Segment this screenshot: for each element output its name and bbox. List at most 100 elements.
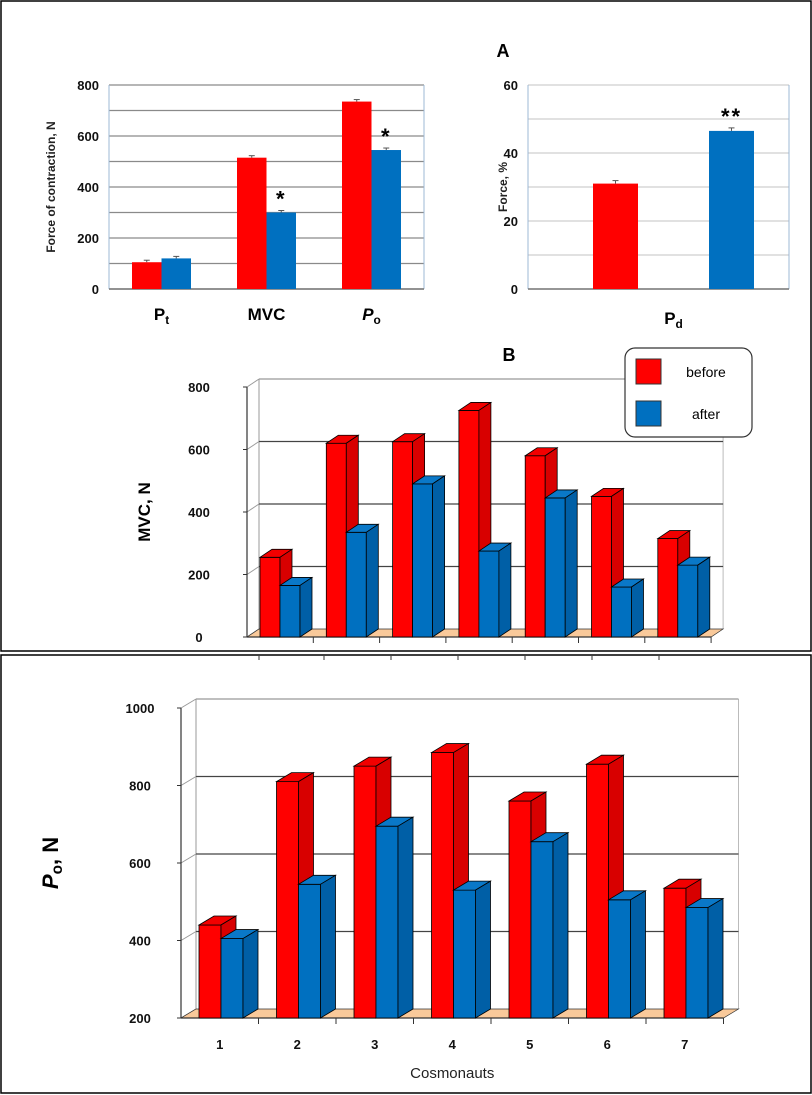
bar-front xyxy=(586,763,609,1019)
bar-side xyxy=(631,578,644,638)
bar-front xyxy=(530,841,554,1019)
y-tick-label: 800 xyxy=(129,779,151,794)
bar-front xyxy=(685,907,709,1019)
y-tick-label: 0 xyxy=(511,282,518,297)
bar-front xyxy=(431,752,454,1019)
y-tick-label: 400 xyxy=(188,505,210,520)
bar xyxy=(237,157,267,289)
bar xyxy=(342,101,372,289)
bar-front xyxy=(453,889,476,1019)
bar-front xyxy=(412,483,434,638)
grid-side xyxy=(246,503,260,513)
bar-front xyxy=(591,495,612,638)
y-tick-label: 600 xyxy=(77,129,99,144)
legend-swatch xyxy=(635,358,662,385)
y-tick-label: 400 xyxy=(77,180,99,195)
bar-side xyxy=(475,880,491,1019)
bar xyxy=(593,183,638,289)
legend-label: after xyxy=(692,406,720,422)
bar-front xyxy=(220,938,244,1019)
chart-a-force-of-contraction: 0 200 400 600 800 Pt MVC Po * * Force of contracti… xyxy=(44,78,425,327)
x-category-label: Pt xyxy=(154,305,169,327)
x-category-label: 5 xyxy=(526,1037,533,1052)
bar-side xyxy=(397,816,414,1019)
grid-side xyxy=(246,441,260,450)
y-axis-label: Po, N xyxy=(38,837,66,889)
panel-label-a: A xyxy=(497,41,510,61)
bar-side xyxy=(564,489,578,638)
bar xyxy=(266,212,296,289)
bar-side xyxy=(707,897,724,1019)
y-tick-label: 20 xyxy=(504,214,518,229)
bar xyxy=(709,130,754,289)
grid-side xyxy=(180,853,197,864)
bar-front xyxy=(276,781,299,1019)
bar-front xyxy=(353,765,377,1019)
grid-side xyxy=(180,698,197,709)
bar-side xyxy=(365,523,379,638)
bar-side xyxy=(697,556,711,638)
x-category-label: 4 xyxy=(449,1037,457,1052)
bar-front xyxy=(611,586,632,638)
bottom-panel-frame xyxy=(0,654,812,1094)
bar xyxy=(132,262,162,289)
bar-front xyxy=(608,899,631,1019)
x-category-label: Po xyxy=(362,305,381,327)
chart-b-mvc: 0 200 400 600 800 MVC, N before after xyxy=(135,347,753,645)
bar-front xyxy=(259,556,281,638)
x-category-label: MVC xyxy=(248,305,286,324)
x-category-label: Pd xyxy=(664,309,683,331)
x-category-label: 6 xyxy=(604,1037,611,1052)
bar-side xyxy=(242,928,259,1019)
bar xyxy=(161,258,191,289)
y-tick-label: 600 xyxy=(188,443,210,458)
bar-front xyxy=(375,825,399,1019)
y-tick-label: 0 xyxy=(92,282,99,297)
chart-po: 200 400 600 800 1000 1 2 3 4 5 6 7 Po, N Cosmonauts xyxy=(38,656,740,1082)
x-category-label: 2 xyxy=(294,1037,301,1052)
grid-side xyxy=(246,378,260,388)
bar-side xyxy=(498,542,512,638)
y-tick-label: 600 xyxy=(129,856,151,871)
legend-label: before xyxy=(686,364,726,380)
y-tick-label: 800 xyxy=(188,380,210,395)
x-category-label: 1 xyxy=(216,1037,223,1052)
legend: before after xyxy=(624,347,753,438)
bar-side xyxy=(320,874,336,1019)
bar-front xyxy=(677,564,699,638)
significance-marker: * xyxy=(381,124,392,149)
y-tick-label: 60 xyxy=(504,78,518,93)
y-axis-label: Force of contraction, N xyxy=(44,121,58,252)
bar-front xyxy=(524,455,546,638)
bar-side xyxy=(299,576,313,638)
significance-marker: ** xyxy=(721,104,742,129)
bar-side xyxy=(630,890,646,1019)
panel-label-b: B xyxy=(503,345,516,365)
y-tick-label: 200 xyxy=(129,1011,151,1026)
grid-side xyxy=(180,776,197,786)
bar-front xyxy=(657,538,679,638)
y-tick-label: 200 xyxy=(188,568,210,583)
grid-side xyxy=(180,931,197,941)
bar-front xyxy=(663,887,687,1019)
bar-side xyxy=(432,475,446,638)
bar-front xyxy=(198,924,222,1019)
bar-front xyxy=(298,883,321,1019)
bar-front xyxy=(544,497,566,638)
grid-side xyxy=(246,566,260,575)
top-panel-frame xyxy=(0,0,812,652)
significance-marker: * xyxy=(276,187,287,212)
bar-front xyxy=(478,550,500,638)
y-tick-label: 0 xyxy=(195,630,202,645)
bar-front xyxy=(279,585,301,638)
bar-side xyxy=(552,831,569,1019)
bar-front xyxy=(458,410,480,638)
bar xyxy=(371,150,401,289)
bar-front xyxy=(508,800,532,1019)
y-axis-label: Force, % xyxy=(496,162,510,212)
bar-front xyxy=(392,441,414,638)
x-axis-label: Cosmonauts xyxy=(410,1065,494,1082)
y-tick-label: 400 xyxy=(129,934,151,949)
y-tick-label: 200 xyxy=(77,231,99,246)
